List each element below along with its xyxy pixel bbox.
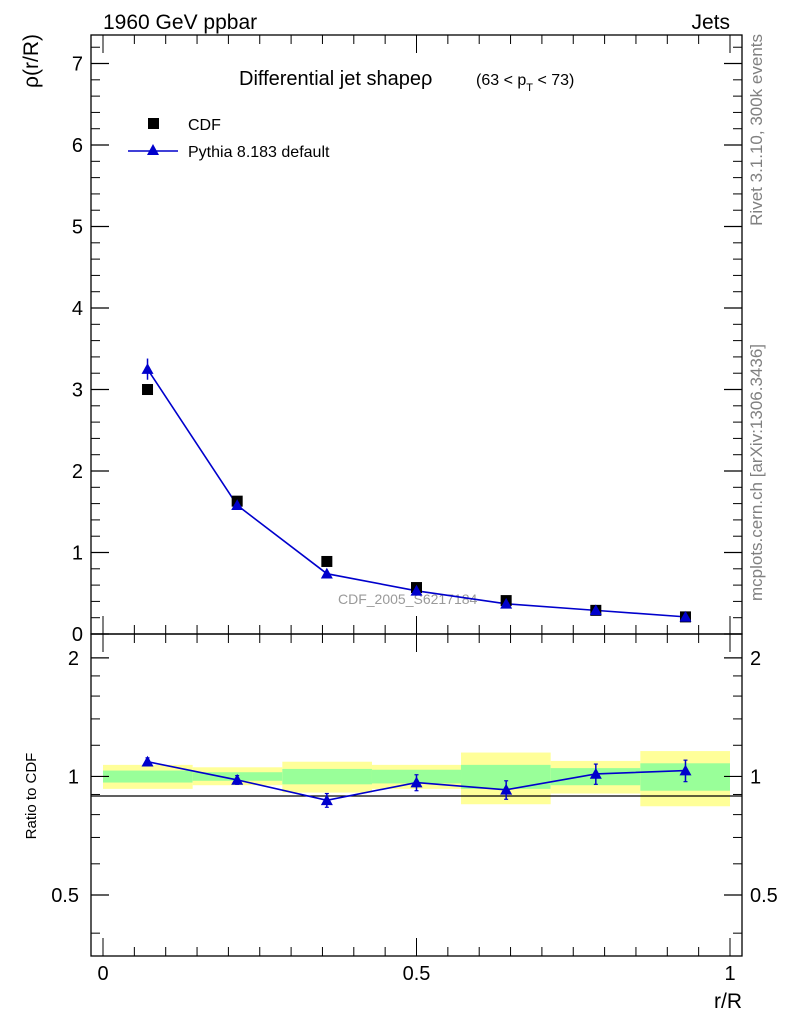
ratio-xtick-label: 0.5 xyxy=(403,963,431,985)
main-marks xyxy=(141,358,692,623)
main-ticks xyxy=(91,35,742,635)
ratio-point xyxy=(500,783,513,795)
watermark: CDF_2005_S6217184 xyxy=(338,591,478,607)
ratio-xlabel: r/R xyxy=(714,990,742,1013)
ratio-point xyxy=(320,794,333,806)
ratio-xtick-label: 0 xyxy=(97,963,108,985)
pythia-point xyxy=(500,597,513,609)
ratio-point xyxy=(679,764,692,776)
legend-cdf-marker xyxy=(148,118,159,129)
title-range-a: (63 < p xyxy=(476,72,526,89)
ratio-ytick-label-right: 1 xyxy=(750,766,761,788)
main-title: Differential jet shapeρ xyxy=(239,68,432,90)
pythia-point xyxy=(589,604,602,616)
ratio-panel: 0.5 0.51 12 2 0 0.5 1 Ratio to CDF r/R xyxy=(23,633,778,1013)
title-range-sub: T xyxy=(526,82,533,94)
main-ylabel: ρ(r/R) xyxy=(20,34,43,88)
ratio-ytick-label: 1 xyxy=(68,766,79,788)
ratio-point xyxy=(231,773,244,785)
ratio-ytick-labels: 0.5 0.5 1 1 2 2 xyxy=(51,648,778,907)
cdf-point xyxy=(321,555,333,567)
main-ytick-label: 0 xyxy=(72,624,83,646)
pythia-point xyxy=(141,363,154,374)
main-ytick-label: 2 xyxy=(72,461,83,483)
ratio-point xyxy=(410,776,423,788)
ratio-point xyxy=(589,767,602,779)
ratio-marks xyxy=(141,755,692,808)
ratio-ylabel: Ratio to CDF xyxy=(23,753,40,840)
ratio-ytick-label: 0.5 xyxy=(51,885,79,907)
ratio-ytick-label: 2 xyxy=(68,648,79,670)
ratio-ytick-label-right: 0.5 xyxy=(750,885,778,907)
side-label-mcplots: mcplots.cern.ch [arXiv:1306.3436] xyxy=(747,344,766,601)
ratio-frame xyxy=(90,633,743,957)
pythia-line xyxy=(146,368,686,618)
ratio-band-inner xyxy=(282,768,372,785)
pythia-point xyxy=(320,567,333,579)
ratio-xtick-label: 1 xyxy=(724,963,735,985)
pythia-point xyxy=(410,584,423,596)
legend: CDF Pythia 8.183 default xyxy=(128,117,330,161)
pythia-point xyxy=(679,610,692,622)
ratio-xtick-labels: 0 0.5 1 xyxy=(97,963,735,985)
ratio-ytick-label-right: 2 xyxy=(750,648,761,670)
header-right: Jets xyxy=(691,11,730,34)
title-range-b: < 73) xyxy=(533,72,574,89)
cdf-point xyxy=(142,384,154,396)
ratio-ticks xyxy=(91,634,742,956)
ratio-point xyxy=(141,755,154,767)
ratio-band-inner xyxy=(461,764,551,789)
side-label-rivet: Rivet 3.1.10, 300k events xyxy=(747,34,766,226)
main-panel: Differential jet shapeρ (63 < pT < 73) ρ… xyxy=(20,34,743,646)
ratio-band-inner xyxy=(103,770,193,783)
pythia-point xyxy=(231,499,244,511)
legend-cdf-label: CDF xyxy=(188,117,221,134)
main-ytick-label: 5 xyxy=(72,217,83,239)
main-ytick-label: 1 xyxy=(72,543,83,565)
main-ytick-labels: 0 1 2 3 4 5 6 7 xyxy=(72,54,83,646)
legend-pythia-label: Pythia 8.183 default xyxy=(188,144,330,161)
legend-pythia-marker xyxy=(147,144,159,155)
main-ytick-label: 6 xyxy=(72,135,83,157)
main-ytick-label: 7 xyxy=(72,54,83,76)
main-ytick-label: 4 xyxy=(72,298,83,320)
main-ytick-label: 3 xyxy=(72,380,83,402)
header-left: 1960 GeV ppbar xyxy=(103,11,257,34)
main-title-range: (63 < pT < 73) xyxy=(476,72,574,94)
